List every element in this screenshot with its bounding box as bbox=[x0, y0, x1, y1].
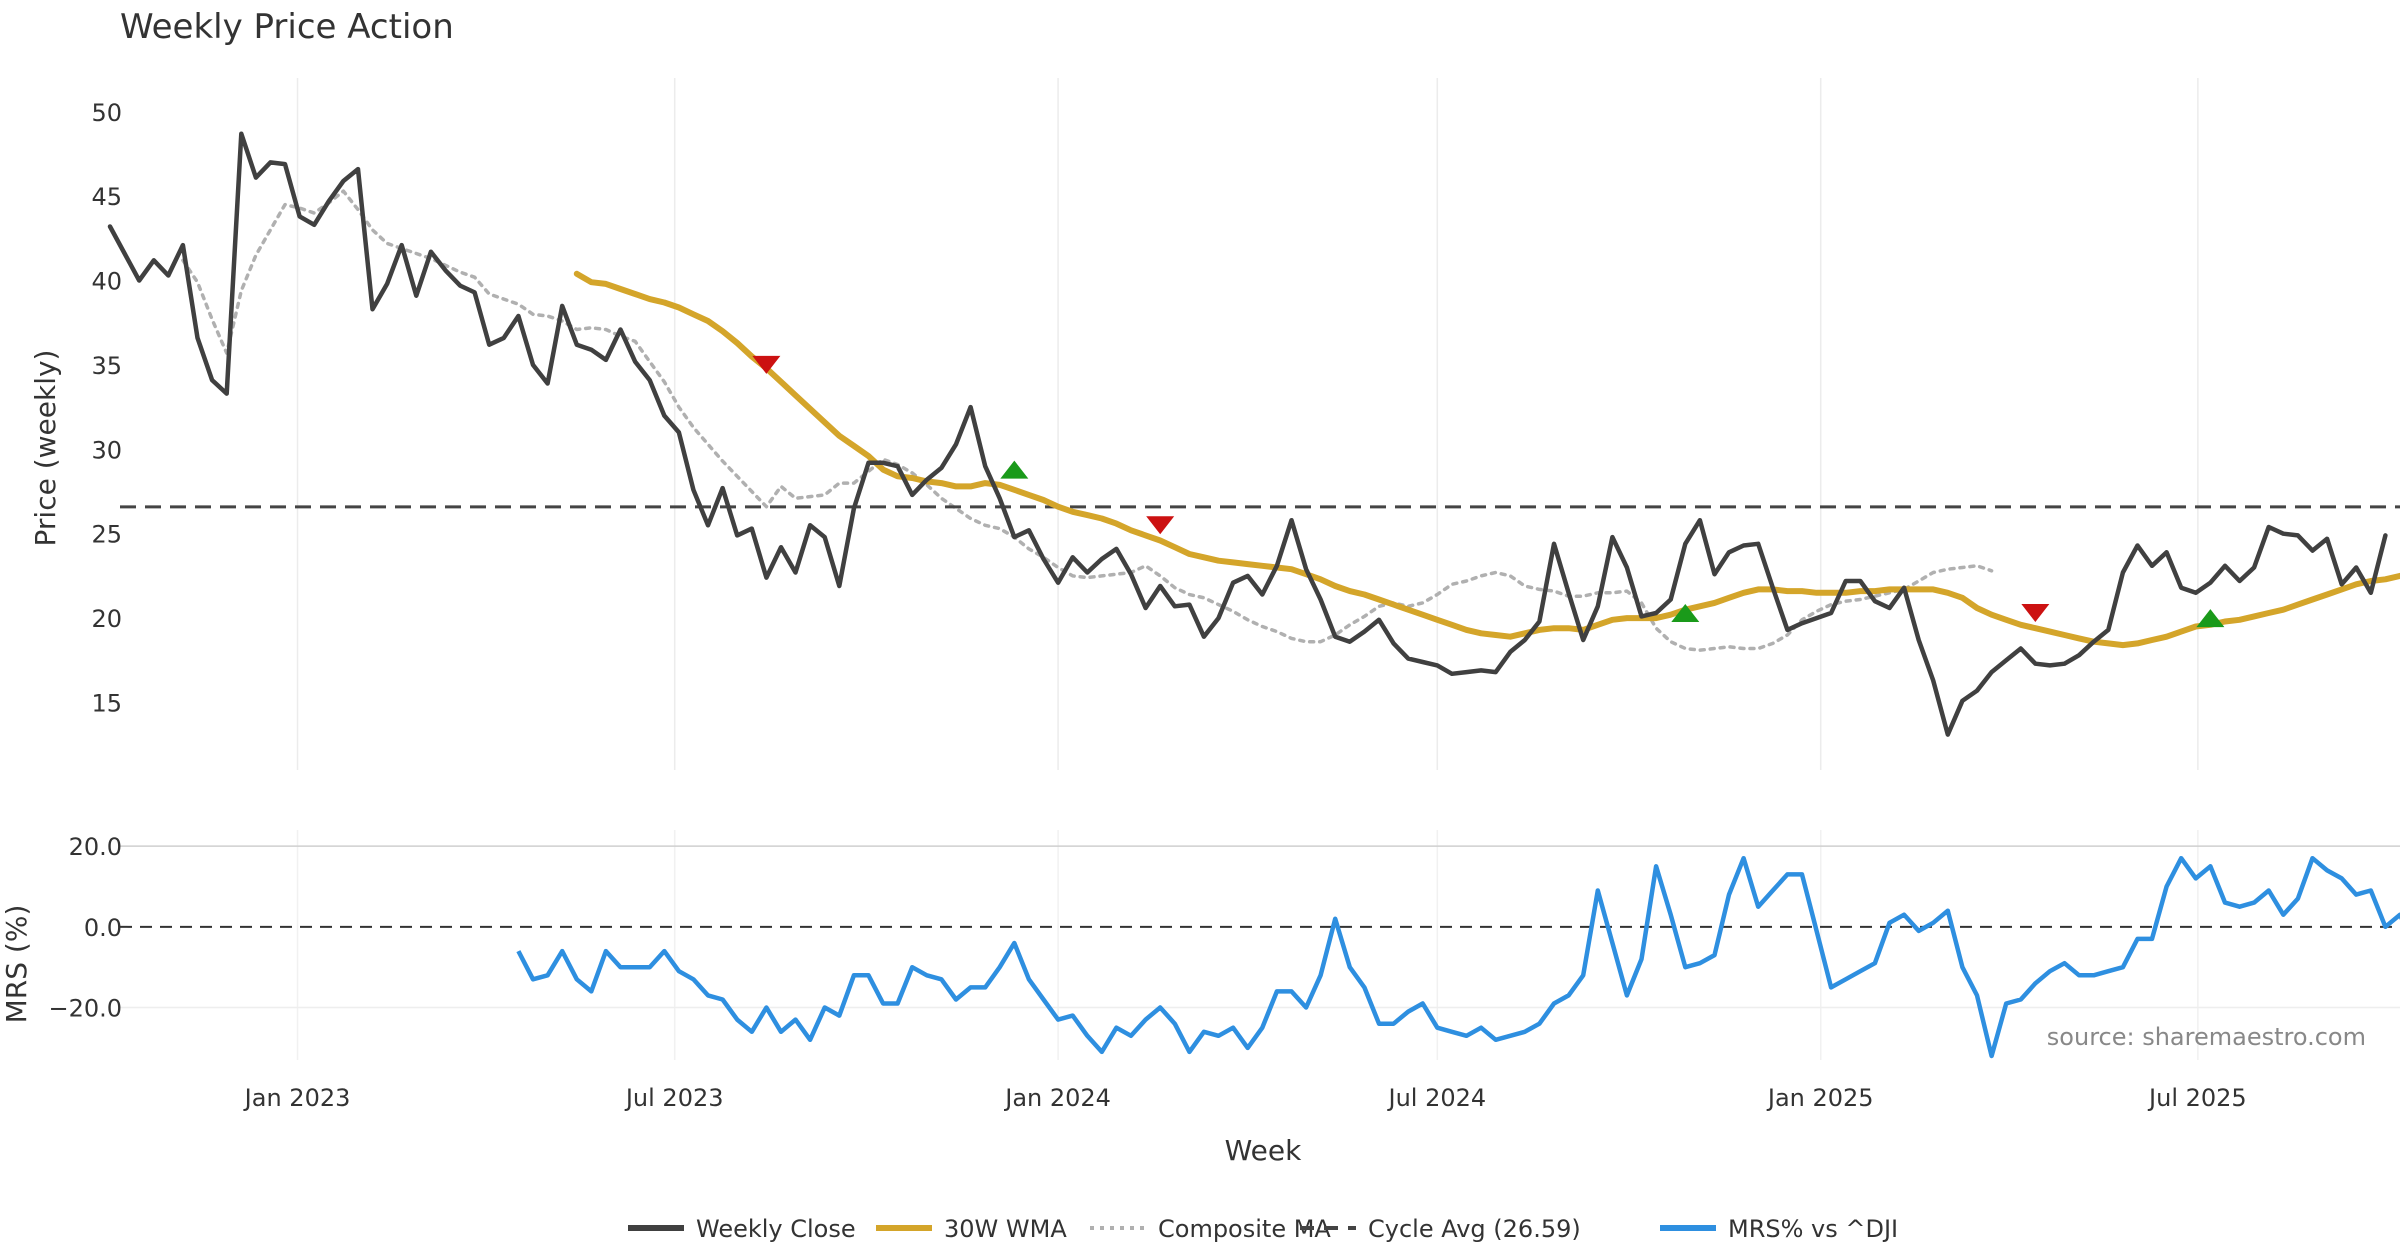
price-y-tick-label: 25 bbox=[91, 521, 122, 549]
x-tick-label: Jul 2023 bbox=[624, 1084, 724, 1112]
legend-item-weekly-close: Weekly Close bbox=[628, 1215, 856, 1243]
x-tick-label: Jul 2025 bbox=[2147, 1084, 2247, 1112]
legend-label: 30W WMA bbox=[944, 1215, 1067, 1243]
x-tick-label: Jan 2023 bbox=[243, 1084, 351, 1112]
price-y-tick-label: 20 bbox=[91, 605, 122, 633]
legend-item-30w-wma: 30W WMA bbox=[876, 1215, 1067, 1243]
x-tick-label: Jan 2025 bbox=[1766, 1084, 1874, 1112]
signal-markers bbox=[752, 355, 2225, 628]
x-tick-label: Jan 2024 bbox=[1003, 1084, 1111, 1112]
mrs-y-axis-label: MRS (%) bbox=[0, 905, 33, 1024]
price-y-tick-label: 30 bbox=[91, 436, 122, 464]
mrs-series bbox=[120, 855, 2400, 1059]
price-y-tick-label: 35 bbox=[91, 352, 122, 380]
buy-signal-marker bbox=[1671, 604, 1700, 623]
price-y-tick-label: 15 bbox=[91, 689, 122, 717]
mrs-y-tick-label: 20.0 bbox=[69, 833, 122, 861]
legend-label: Cycle Avg (26.59) bbox=[1368, 1215, 1581, 1243]
legend: Weekly Close 30W WMA Composite MA Cycle Avg… bbox=[628, 1215, 1898, 1243]
buy-signal-marker bbox=[2196, 609, 2225, 628]
30w-wma-line bbox=[573, 270, 2400, 649]
price-grid bbox=[296, 78, 2199, 770]
legend-item-mrs-vs-dji: MRS% vs ^DJI bbox=[1660, 1215, 1898, 1243]
x-tick-label: Jul 2024 bbox=[1386, 1084, 1486, 1112]
price-y-tick-label: 50 bbox=[91, 99, 122, 127]
weekly-close-line bbox=[107, 131, 2388, 737]
price-y-axis-label: Price (weekly) bbox=[29, 350, 62, 547]
legend-item-composite-ma: Composite MA bbox=[1090, 1215, 1331, 1243]
x-axis-label: Week bbox=[1225, 1134, 1302, 1167]
chart-title: Weekly Price Action bbox=[120, 7, 454, 47]
sell-signal-marker bbox=[1146, 516, 1175, 535]
mrs-y-ticks: 20.0 0.0 −20.0 bbox=[48, 833, 122, 1022]
legend-label: Weekly Close bbox=[696, 1215, 856, 1243]
price-series bbox=[107, 131, 2400, 737]
price-y-tick-label: 45 bbox=[91, 183, 122, 211]
sell-signal-marker bbox=[2021, 604, 2050, 623]
legend-label: MRS% vs ^DJI bbox=[1728, 1215, 1898, 1243]
legend-item-cycle-avg-26-59: Cycle Avg (26.59) bbox=[1300, 1215, 1581, 1243]
price-y-ticks: 15 20 25 30 35 40 45 50 bbox=[91, 99, 122, 718]
x-ticks: Jan 2023 Jul 2023 Jan 2024 Jul 2024 Jan 2025… bbox=[243, 1084, 2247, 1112]
source-text: source: sharemaestro.com bbox=[2047, 1023, 2366, 1051]
buy-signal-marker bbox=[1000, 460, 1029, 479]
mrs-vs-dji-line bbox=[516, 855, 2400, 1059]
composite-ma-line bbox=[181, 189, 1994, 652]
sell-signal-marker bbox=[752, 355, 781, 374]
price-y-tick-label: 40 bbox=[91, 268, 122, 296]
mrs-y-tick-label: −20.0 bbox=[48, 995, 122, 1023]
mrs-y-tick-label: 0.0 bbox=[84, 914, 122, 942]
